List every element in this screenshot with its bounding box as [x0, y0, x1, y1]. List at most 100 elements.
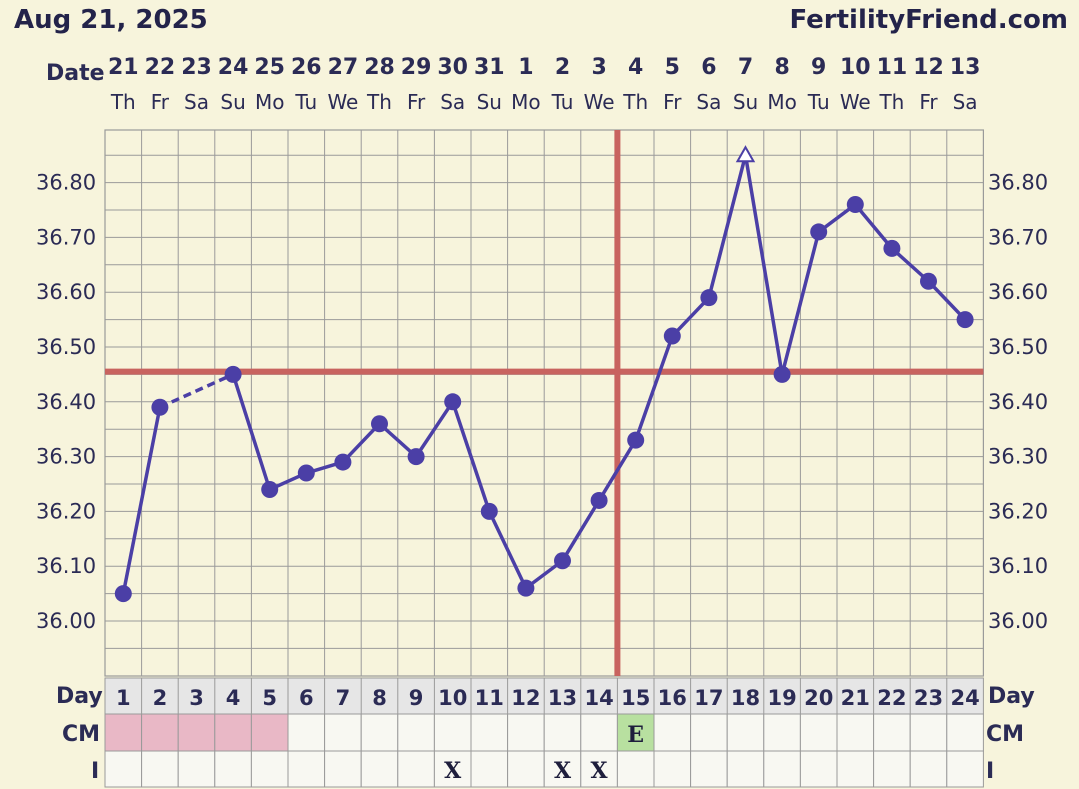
date-number: 21 — [108, 55, 139, 80]
cm-cell — [214, 713, 252, 752]
data-point — [114, 585, 132, 603]
y-tick-right: 36.80 — [988, 171, 1048, 195]
data-point — [810, 223, 828, 241]
data-point — [151, 398, 169, 416]
y-tick-right: 36.20 — [988, 499, 1048, 523]
cm-cell — [763, 713, 801, 752]
date-number: 11 — [877, 55, 908, 80]
weekday-label: Th — [622, 90, 648, 114]
weekday-label: Mo — [511, 90, 541, 114]
cm-cell — [653, 713, 692, 752]
date-number: 23 — [181, 55, 212, 80]
weekday-label: Fr — [919, 90, 938, 114]
series-segment — [487, 510, 528, 589]
series-segment — [341, 422, 381, 464]
weekday-label: Su — [477, 90, 502, 114]
weekday-label: We — [840, 90, 871, 114]
y-tick-left: 36.40 — [36, 390, 96, 414]
y-tick-left: 36.00 — [36, 609, 96, 633]
cm-mark: E — [627, 722, 644, 748]
cm-cell — [799, 713, 838, 752]
data-point — [480, 502, 498, 520]
cm-cell — [946, 713, 984, 752]
cycle-day-number: 2 — [153, 686, 168, 710]
y-tick-left: 36.30 — [36, 445, 96, 469]
data-point — [627, 431, 645, 449]
cm-cell — [470, 713, 509, 752]
date-number: 5 — [665, 55, 680, 80]
weekday-label: Su — [733, 90, 758, 114]
cycle-day-number: 19 — [767, 686, 796, 710]
date-row-label: Date — [46, 61, 105, 86]
date-number: 27 — [328, 55, 359, 80]
intercourse-cell — [214, 750, 252, 788]
date-number: 22 — [145, 55, 176, 80]
cycle-day-number: 16 — [658, 686, 687, 710]
series-segment — [561, 499, 601, 562]
intercourse-cell — [726, 750, 765, 788]
series-segment — [707, 154, 748, 299]
cm-cell — [177, 713, 216, 752]
weekday-label: Tu — [294, 90, 317, 114]
y-tick-left: 36.50 — [36, 335, 96, 359]
date-number: 9 — [811, 55, 826, 80]
intercourse-cell — [909, 750, 948, 788]
cm-cell — [141, 713, 179, 752]
data-point — [920, 272, 937, 290]
y-tick-left: 36.80 — [36, 171, 96, 195]
date-number: 1 — [518, 55, 533, 80]
y-tick-right: 36.10 — [988, 554, 1048, 578]
cm-cell — [543, 713, 582, 752]
weekday-label: We — [584, 90, 615, 114]
series-segment — [231, 373, 272, 491]
cycle-day-number: 18 — [731, 686, 760, 710]
date-number: 24 — [218, 55, 249, 80]
intercourse-row-label-left: I — [91, 759, 99, 784]
weekday-label: Th — [110, 90, 136, 114]
date-number: 26 — [291, 55, 322, 80]
intercourse-cell — [653, 750, 692, 788]
data-point — [846, 196, 864, 214]
intercourse-cell — [507, 750, 545, 788]
data-point — [663, 327, 681, 345]
intercourse-mark: X — [591, 758, 609, 784]
reference-lines — [105, 130, 984, 676]
y-tick-right: 36.70 — [988, 225, 1048, 249]
cm-cell — [507, 713, 545, 752]
data-point — [407, 448, 425, 466]
cycle-day-number: 6 — [299, 686, 314, 710]
cycle-day-number: 9 — [409, 686, 424, 710]
cm-cell — [580, 713, 618, 752]
cycle-day-number: 12 — [511, 686, 540, 710]
data-point — [297, 464, 315, 482]
date-number: 28 — [364, 55, 395, 80]
cycle-day-number: 7 — [336, 686, 351, 710]
intercourse-cell — [873, 750, 911, 788]
weekday-label: Fr — [407, 90, 426, 114]
intercourse-cell — [397, 750, 435, 788]
cm-cell — [397, 713, 435, 752]
weekday-label: Su — [220, 90, 245, 114]
intercourse-cell — [360, 750, 399, 788]
cm-cell — [873, 713, 911, 752]
data-point — [883, 239, 901, 257]
date-number: 6 — [701, 55, 716, 80]
cycle-day-number: 15 — [621, 686, 650, 710]
series-segment — [671, 296, 711, 338]
cycle-day-number: 23 — [914, 686, 943, 710]
day-row-label-right: Day — [988, 684, 1035, 709]
data-point — [956, 311, 974, 329]
cm-cell — [726, 713, 765, 752]
date-number: 7 — [738, 55, 753, 80]
cycle-day-number: 10 — [438, 686, 467, 710]
date-number: 4 — [628, 55, 643, 80]
series-segment — [451, 401, 491, 512]
y-axis-ticks: 36.00 36.00 36.10 36.10 36.20 36.20 36.30 36.30… — [36, 171, 1048, 633]
brand-name: FertilityFriend.com — [789, 5, 1068, 35]
chart-grid — [104, 129, 985, 677]
intercourse-cell — [141, 750, 179, 788]
intercourse-cell — [543, 750, 582, 788]
series-segment — [597, 439, 638, 502]
intercourse-cell — [250, 750, 289, 788]
